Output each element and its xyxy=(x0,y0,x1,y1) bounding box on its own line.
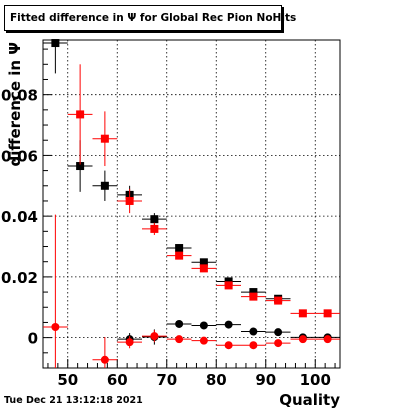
data-point-square xyxy=(150,224,159,233)
plot-frame xyxy=(42,39,341,369)
data-point-square xyxy=(274,296,283,305)
chart-title: Fitted difference in Ψ for Global Rec Pi… xyxy=(10,12,297,24)
data-point-circle xyxy=(175,335,184,344)
data-point-circle xyxy=(125,338,134,347)
data-point-circle xyxy=(274,339,283,348)
series-2 xyxy=(67,64,340,318)
data-point-square xyxy=(224,281,233,290)
data-point-square xyxy=(199,258,208,267)
data-point-square xyxy=(249,288,258,297)
data-point-square xyxy=(51,39,60,48)
title-box: Fitted difference in Ψ for Global Rec Pi… xyxy=(4,5,296,31)
data-point-square xyxy=(323,309,332,318)
data-point-square xyxy=(249,292,258,301)
timestamp: Tue Dec 21 13:12:18 2021 xyxy=(4,395,143,406)
axis-ticks xyxy=(43,48,336,369)
x-tick-label: 80 xyxy=(206,371,227,389)
y-tick-label: 0.08 xyxy=(1,87,38,105)
data-point-square xyxy=(150,215,159,224)
grid xyxy=(43,40,340,368)
x-tick-label: 50 xyxy=(57,371,78,389)
x-tick-label: 90 xyxy=(255,371,276,389)
x-axis-label: Quality xyxy=(279,391,340,409)
data-point-square xyxy=(100,134,109,143)
y-tick-label: 0.06 xyxy=(1,147,38,165)
data-point-circle xyxy=(224,320,233,329)
data-point-circle xyxy=(249,341,258,350)
data-point-circle xyxy=(249,327,258,336)
data-point-square xyxy=(175,244,184,253)
data-point-square xyxy=(199,264,208,273)
data-point-circle xyxy=(274,328,283,337)
data-point-circle xyxy=(175,319,184,328)
data-marks xyxy=(43,39,340,368)
data-point-square xyxy=(76,110,85,119)
x-tick-label: 60 xyxy=(107,371,128,389)
data-point-square xyxy=(125,196,134,205)
data-point-circle xyxy=(323,335,332,344)
data-point-square xyxy=(100,181,109,190)
data-point-circle xyxy=(224,341,233,350)
data-point-circle xyxy=(199,321,208,330)
x-tick-label: 100 xyxy=(300,371,331,389)
y-tick-label: 0.04 xyxy=(1,208,38,226)
data-point-square xyxy=(76,162,85,171)
data-point-circle xyxy=(199,336,208,345)
data-point-circle xyxy=(150,332,159,341)
x-tick-label: 70 xyxy=(156,371,177,389)
data-point-square xyxy=(175,251,184,260)
y-tick-label: 0 xyxy=(28,330,38,348)
data-point-circle xyxy=(51,323,60,331)
data-point-circle xyxy=(100,355,109,364)
y-tick-label: 0.02 xyxy=(1,269,38,287)
y-axis-label: difference in Ψ xyxy=(6,42,24,167)
data-point-square xyxy=(298,309,307,318)
tick-labels: 50 60 70 80 90 100 0 0.02 0.04 0.06 0.08 xyxy=(1,87,331,389)
series-4 xyxy=(43,214,340,368)
data-point-circle xyxy=(298,335,307,344)
